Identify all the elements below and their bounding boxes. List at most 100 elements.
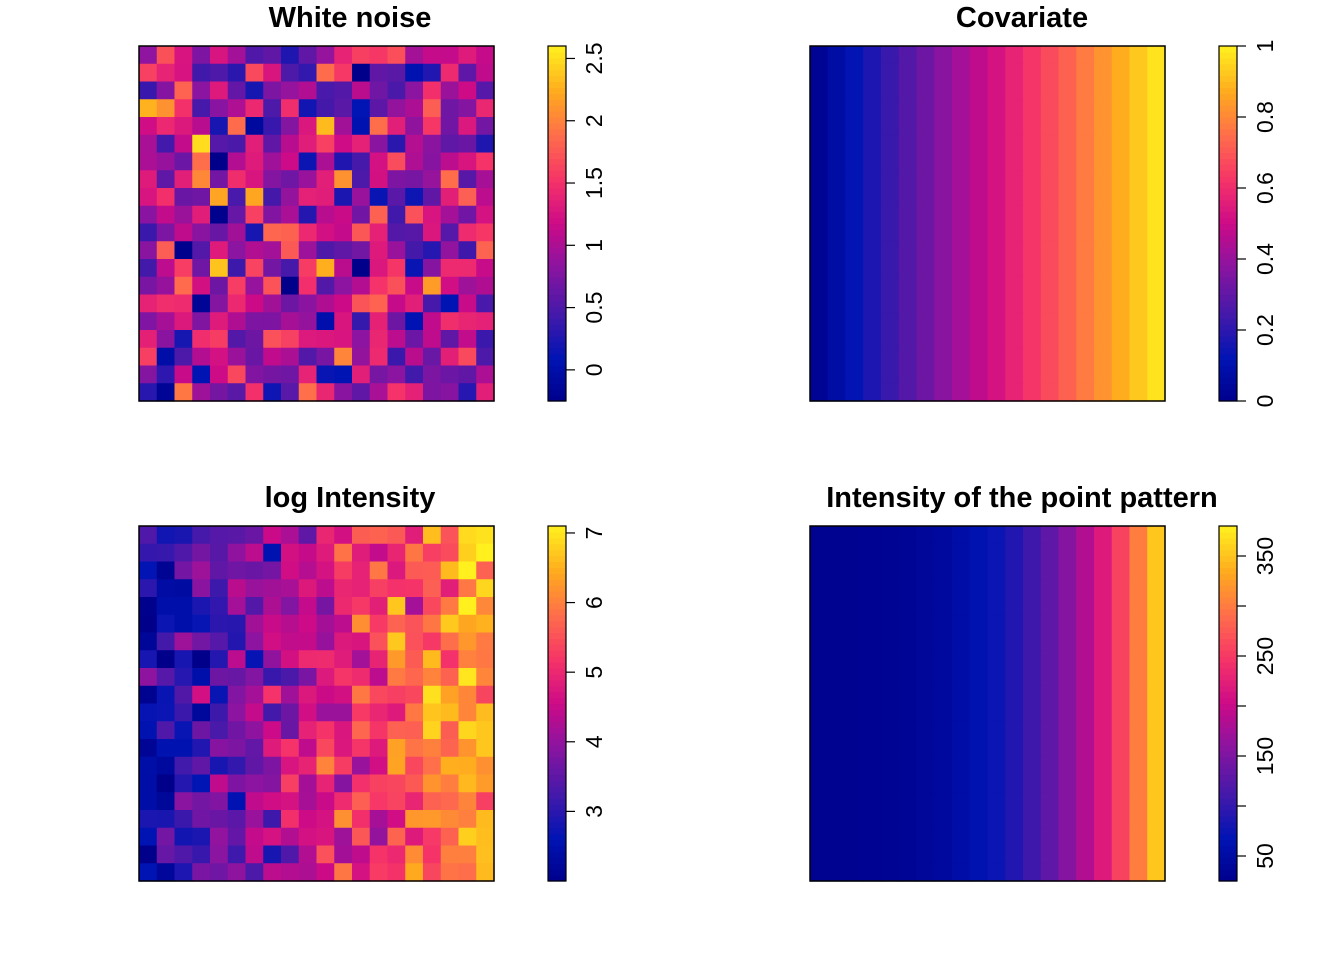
heatmap-cell [458, 526, 477, 545]
heatmap-cell [387, 81, 406, 100]
heatmap-cell [934, 383, 953, 402]
heatmap-cell [827, 668, 847, 687]
colorbar-segment [1219, 270, 1237, 278]
heatmap-cell [969, 347, 989, 367]
heatmap-cell [1005, 330, 1024, 349]
colorbar-segment [1219, 146, 1237, 154]
heatmap-cell [245, 259, 264, 278]
heatmap-cell [227, 241, 247, 260]
colorbar-segment [1219, 780, 1237, 787]
heatmap-cell [352, 188, 371, 207]
colorbar-segment [1219, 768, 1237, 776]
heatmap-cell [174, 685, 193, 705]
heatmap-cell [192, 863, 211, 882]
colorbar-segment [548, 537, 566, 545]
heatmap-cell [1023, 703, 1042, 722]
heatmap-cell [1111, 756, 1131, 776]
colorbar-segment [548, 128, 566, 136]
colorbar-segment [548, 827, 566, 835]
heatmap-cell [476, 668, 495, 687]
heatmap-cell [934, 134, 953, 154]
heatmap-cell [458, 827, 477, 847]
heatmap-cell [827, 81, 847, 100]
heatmap-cell [916, 205, 935, 225]
heatmap-cell [174, 597, 193, 616]
colorbar-segment [1219, 264, 1237, 272]
heatmap-cell [1094, 597, 1113, 616]
heatmap-cell [139, 579, 158, 598]
heatmap-cell [387, 330, 406, 349]
heatmap-cell [174, 632, 193, 651]
heatmap-cell [810, 294, 829, 313]
heatmap-cell [334, 241, 353, 260]
heatmap-cell [352, 205, 371, 225]
heatmap-cell [174, 721, 193, 740]
heatmap-cell [1005, 561, 1024, 580]
heatmap-cell [969, 117, 989, 136]
heatmap-cell [369, 170, 389, 189]
colorbar-segment [548, 217, 566, 225]
heatmap-cell [476, 810, 495, 829]
heatmap-cell [352, 668, 371, 687]
heatmap-cell [210, 597, 229, 616]
heatmap-cell [1094, 117, 1113, 136]
heatmap-cell [898, 205, 918, 225]
colorbar-segment [548, 691, 566, 699]
heatmap-cell [440, 205, 460, 225]
heatmap-cell [1129, 756, 1148, 776]
heatmap-cell [263, 579, 282, 598]
heatmap-cell [1023, 188, 1042, 207]
heatmap-cell [863, 561, 882, 580]
colorbar-segment [1219, 608, 1237, 616]
heatmap-cell [316, 543, 335, 563]
heatmap-cell [1111, 579, 1131, 598]
heatmap-cell [281, 347, 300, 367]
heatmap-cell [281, 650, 300, 669]
heatmap-cell [934, 597, 953, 616]
colorbar-segment [1219, 526, 1237, 533]
colorbar-tick-label: 50 [1252, 843, 1278, 869]
heatmap-cell [1129, 117, 1148, 136]
heatmap-cell [1005, 632, 1024, 651]
heatmap-cell [1147, 170, 1166, 189]
heatmap-cell [369, 347, 389, 367]
heatmap-cell [174, 347, 193, 367]
heatmap-cell [156, 63, 176, 83]
heatmap-cell [298, 632, 318, 651]
heatmap-cell [227, 63, 247, 83]
heatmap-cell [916, 188, 935, 207]
heatmap-cell [281, 46, 300, 65]
colorbar-segment [1219, 597, 1237, 604]
colorbar-segment [548, 122, 566, 130]
heatmap-cell [458, 739, 477, 758]
heatmap-cell [263, 46, 282, 65]
heatmap-cell [987, 756, 1006, 776]
heatmap-cell [863, 205, 882, 225]
colorbar-segment [1219, 815, 1237, 823]
heatmap-cell [1094, 365, 1113, 384]
heatmap-cell [174, 668, 193, 687]
heatmap-cell [423, 739, 442, 758]
heatmap-cell [916, 330, 935, 349]
heatmap-cell [1094, 294, 1113, 313]
heatmap-cell [316, 774, 335, 793]
heatmap-cell [952, 721, 971, 740]
heatmap-cell [1023, 632, 1042, 651]
heatmap-cell [263, 597, 282, 616]
heatmap-cell [1094, 579, 1113, 598]
heatmap-cell [281, 223, 300, 242]
heatmap-cell [227, 312, 247, 331]
colorbar-segment [1219, 359, 1237, 367]
heatmap-cell [1076, 205, 1095, 225]
heatmap-cell [845, 526, 864, 545]
heatmap-cell [298, 792, 318, 811]
colorbar-segment [548, 733, 566, 740]
heatmap-cell [263, 223, 282, 242]
colorbar-segment [548, 205, 566, 213]
heatmap-cell [263, 205, 282, 225]
heatmap-cell [405, 632, 424, 651]
colorbar-segment [548, 306, 566, 313]
heatmap-cell [352, 774, 371, 793]
colorbar-segment [1219, 395, 1237, 402]
heatmap-cell [440, 685, 460, 705]
